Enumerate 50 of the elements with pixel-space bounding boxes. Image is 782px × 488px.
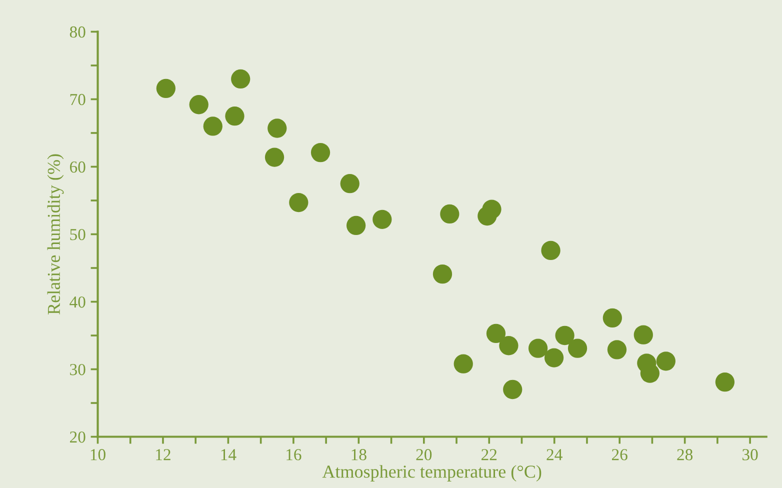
x-tick-label: 22 [482, 449, 497, 460]
y-tick-label: 30 [70, 364, 86, 376]
x-tick-label: 28 [677, 449, 693, 460]
point [478, 206, 497, 226]
y-tick-label: 20 [70, 431, 86, 443]
y-tick-label: 70 [70, 94, 86, 106]
point [607, 340, 627, 360]
point [264, 148, 284, 167]
point [634, 325, 653, 344]
point [499, 336, 518, 356]
point [289, 192, 308, 212]
point [268, 118, 287, 138]
y-axis-title: Relative humidity (%) [47, 154, 64, 314]
point [656, 352, 676, 371]
point [602, 308, 622, 328]
point [231, 69, 250, 89]
point [156, 78, 176, 98]
point [528, 338, 548, 358]
point [715, 372, 735, 392]
x-tick-label: 10 [90, 449, 106, 460]
x-tick-label: 26 [612, 449, 628, 460]
y-tick-label: 80 [70, 26, 86, 38]
point [346, 216, 366, 236]
y-tick-label: 50 [70, 228, 86, 240]
point [203, 116, 222, 136]
x-axis-title: Atmospheric temperature (°C) [322, 465, 542, 482]
point [225, 106, 244, 126]
point [454, 354, 473, 374]
point [189, 95, 208, 114]
x-tick-label: 30 [742, 449, 758, 460]
point [503, 380, 522, 400]
point [640, 364, 660, 383]
x-tick-label: 16 [286, 449, 302, 460]
point [568, 338, 588, 358]
point [310, 142, 330, 162]
point [432, 264, 452, 284]
x-tick-label: 24 [546, 449, 562, 460]
point [340, 174, 360, 194]
point [555, 326, 574, 346]
y-tick-label: 60 [70, 161, 86, 173]
point [440, 204, 460, 224]
x-tick-label: 20 [416, 449, 432, 460]
point [541, 240, 560, 260]
point [372, 210, 392, 229]
x-tick-label: 18 [352, 449, 366, 460]
point [486, 324, 506, 344]
x-tick-label: 12 [156, 449, 170, 460]
x-tick-label: 14 [221, 449, 236, 460]
y-tick-label: 40 [70, 296, 86, 308]
point [544, 348, 564, 368]
